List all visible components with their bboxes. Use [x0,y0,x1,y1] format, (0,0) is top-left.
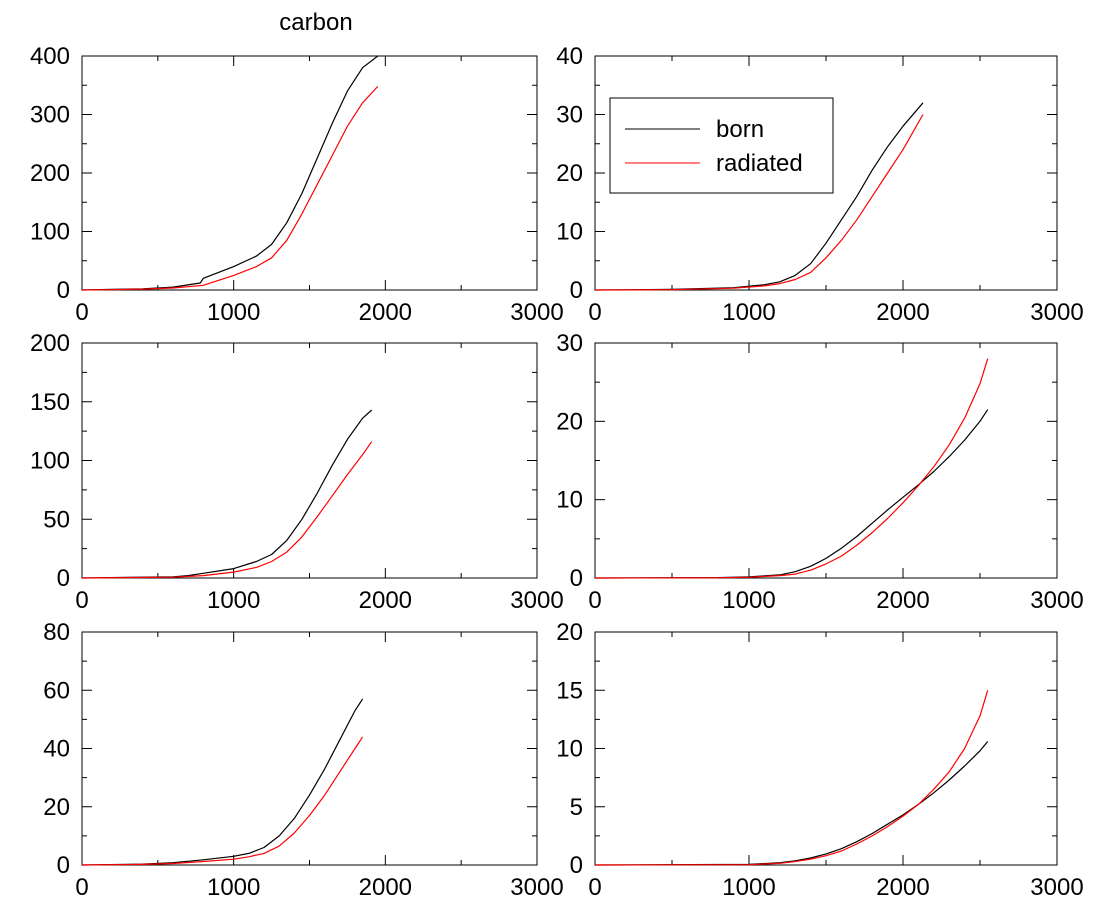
y-tick-label: 0 [570,277,583,304]
series-born-line [594,102,924,291]
y-tick-label: 150 [30,389,70,416]
y-tick-label: 10 [556,219,583,246]
series-born-line [594,409,989,579]
panel-6: 0 1000 2000 3000 0 5 10 15 20 [556,619,1083,901]
y-tick-label: 200 [30,330,70,357]
y-tick-label: 100 [30,448,70,475]
y-tick-label: 20 [43,794,70,821]
series-born-line [81,55,379,291]
x-tick-label: 3000 [1030,299,1083,326]
plot-frame [81,342,538,579]
x-tick-label: 0 [588,299,601,326]
y-tick-label: 60 [43,677,70,704]
panel-4: 0 1000 2000 3000 0 10 20 30 [556,330,1083,614]
x-tick-label: 1000 [207,299,260,326]
x-tick-label: 1000 [722,299,775,326]
plot-frame [81,631,538,866]
plot-frame [594,342,1058,579]
x-tick-label: 3000 [510,587,563,614]
figure-title: carbon [279,9,352,36]
legend: born radiated [609,97,834,194]
x-tick-label: 0 [75,874,88,901]
legend-box [609,97,834,194]
series-radiated-line [81,85,379,291]
x-tick-label: 3000 [510,874,563,901]
y-tick-label: 40 [43,736,70,763]
plot-frame [594,631,1058,866]
x-tick-label: 1000 [722,874,775,901]
y-tick-label: 0 [57,565,70,592]
y-tick-label: 20 [556,160,583,187]
x-tick-label: 0 [75,299,88,326]
x-tick-label: 0 [588,874,601,901]
y-tick-label: 15 [556,677,583,704]
y-tick-label: 50 [43,506,70,533]
legend-radiated-label: radiated [716,150,803,177]
y-tick-label: 40 [556,43,583,70]
y-tick-label: 300 [30,102,70,129]
panel-5: 0 1000 2000 3000 0 20 40 60 80 [43,619,563,901]
x-tick-label: 0 [588,587,601,614]
panel-1: 0 1000 2000 3000 0 100 200 300 400 [30,43,564,326]
x-tick-label: 2000 [359,587,412,614]
y-tick-label: 5 [570,794,583,821]
y-tick-label: 30 [556,102,583,129]
plot-frame [81,55,538,291]
series-radiated-line [594,690,989,866]
y-tick-label: 10 [556,487,583,514]
x-tick-label: 2000 [876,587,929,614]
x-tick-label: 2000 [876,874,929,901]
series-radiated-line [594,358,989,579]
series-radiated-line [81,736,364,866]
y-tick-label: 400 [30,43,70,70]
x-tick-label: 0 [75,587,88,614]
x-tick-label: 1000 [722,587,775,614]
x-tick-label: 2000 [876,299,929,326]
x-tick-label: 3000 [510,299,563,326]
x-tick-label: 3000 [1030,874,1083,901]
x-tick-label: 2000 [359,299,412,326]
x-tick-label: 1000 [207,587,260,614]
series-born-line [81,698,364,866]
y-tick-label: 20 [556,408,583,435]
y-tick-label: 20 [556,619,583,646]
y-tick-label: 30 [556,330,583,357]
series-radiated-line [81,441,373,579]
panel-3: 0 1000 2000 3000 0 50 100 150 200 [30,330,564,614]
y-tick-label: 80 [43,619,70,646]
legend-born-label: born [716,116,764,143]
y-tick-label: 10 [556,736,583,763]
y-tick-label: 0 [570,852,583,879]
y-tick-label: 100 [30,219,70,246]
y-tick-label: 200 [30,160,70,187]
y-tick-label: 0 [57,852,70,879]
series-born-line [81,409,373,579]
x-tick-label: 3000 [1030,587,1083,614]
y-tick-label: 0 [570,565,583,592]
x-tick-label: 2000 [359,874,412,901]
x-tick-label: 1000 [207,874,260,901]
panel-2: 0 1000 2000 3000 0 10 20 30 40 [556,43,1083,326]
series-radiated-line [594,114,924,291]
y-tick-label: 0 [57,277,70,304]
series-born-line [594,741,989,866]
